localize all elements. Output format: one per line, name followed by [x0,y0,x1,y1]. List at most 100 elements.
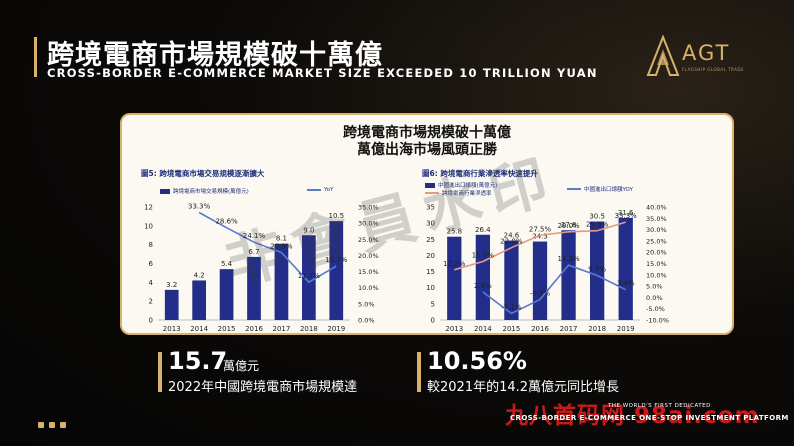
chart2-bar-label: 24.6 [504,232,520,240]
chart2-line-label: -7.1% [501,303,522,311]
chart1-line-label: 24.1% [243,232,266,240]
chart2-left-tick: 0 [431,317,435,325]
chart2-x-tick: 2018 [588,325,606,333]
chart1-line-label: 16.7% [325,256,348,264]
chart1-x-tick: 2016 [245,325,263,333]
chart2-line-label: 12.2% [443,260,466,268]
chart2-right-tick: 5.0% [646,283,663,291]
chart1-right-tick: 20.0% [358,252,379,260]
chart2-x-tick: 2019 [617,325,635,333]
chart2-line-label: 3.4% [617,280,635,288]
stat1-description: 2022年中國跨境電商市場規模達 [168,380,358,395]
stat1-unit: 萬億元 [223,359,260,373]
chart2-x-tick: 2014 [474,325,492,333]
chart2-bar [561,230,576,320]
legend-label: YoY [324,187,334,193]
chart2-line-label: 22.0% [500,238,523,246]
chart1-left-tick: 0 [149,317,153,325]
chart2-line-label: 33.3% [615,212,638,220]
chart2-line-label: 27.5% [529,225,552,233]
chart1-svg: 0 2 4 6 8 10 12 0.0% 5.0% 10.0% 15.0% 20.0% 25.0% 30.… [144,202,669,333]
chart1-x-tick: 2019 [327,325,345,333]
chart1-title: 圖5: 跨境電商市場交易規模逐漸擴大 [141,169,265,178]
chart2-bar-label: 30.5 [589,213,605,221]
chart1-line-label: 20.9% [270,243,293,251]
chart1-right-tick: 30.0% [358,220,379,228]
chart2-line-label: 29.5% [586,221,609,229]
chart2-line-label: 2.4% [474,282,492,290]
stat2-value: 10.56% [427,347,527,375]
chart1-bar [329,221,344,320]
chart2-line-label: 29.0% [557,222,580,230]
page-subtitle: CROSS-BORDER E-COMMERCE MARKET SIZE EXCE… [47,66,598,80]
chart2-bar-label: 24.3 [532,233,548,241]
chart2-left-tick: 30 [426,220,435,228]
chart1-left-tick: 6 [149,260,154,268]
chart1-x-tick: 2013 [163,325,181,333]
legend-line [425,192,439,194]
chart2-line-label: 9.7% [588,265,606,273]
chart2-right-tick: 35.0% [646,215,667,223]
logo-subtext: FLAGSHIP GLOBAL TRADE [682,67,745,72]
legend-label: 中國進出口總額(萬億元) [438,183,498,189]
chart2-bar [590,221,605,320]
legend-label: 跨境電商行業滲透率 [442,191,492,197]
footer-tagline: THE WORLD'S FIRST DEDICATED [608,403,711,409]
chart1-x-tick: 2014 [190,325,208,333]
legend-line [307,189,321,191]
chart2-right-tick: 10.0% [646,271,667,279]
chart2-left-tick: 20 [426,252,435,260]
chart2-line-label: -0.9% [530,289,551,297]
chart1-right-tick: 25.0% [358,236,379,244]
panel-subheading: 萬億出海市場風頭正勝 [357,142,497,158]
chart1-bar-label: 10.5 [328,212,344,220]
chart1-legend-bar: 跨境電商市場交易規模(萬億元) [160,187,249,195]
chart2-bar [475,234,490,320]
chart2-series-line [482,264,627,315]
chart1-right-tick: 15.0% [358,268,379,276]
legend-swatch [160,188,170,194]
chart2-right-tick: 0.0% [646,294,663,302]
panel-heading: 跨境電商市場規模破十萬億 [343,125,511,141]
chart1-legend-line: YoY [307,187,333,193]
chart1-x-tick: 2018 [300,325,318,333]
chart2-right-tick: 15.0% [646,260,667,268]
legend-swatch [425,182,435,188]
chart2-legend-line: 中國進出口總額YOY [567,185,633,193]
chart2-left-tick: 5 [431,300,435,308]
chart1-line-label: 28.6% [215,218,238,226]
chart1-bar [302,235,316,320]
chart2-right-tick: 40.0% [646,204,667,212]
logo-text: AGT [682,41,731,65]
chart1-bar [192,280,206,320]
chart1-left-tick: 4 [149,279,154,287]
chart2-bar-label: 31.6 [618,209,634,217]
chart2-legend-bar: 中國進出口總額(萬億元) [425,181,497,189]
chart1-bar [164,289,179,320]
chart1-bar-label: 5.4 [221,260,233,268]
chart1-right-tick: 10.0% [358,284,379,292]
chart1-left-tick: 2 [149,298,153,306]
chart1-bar-label: 8.1 [276,235,287,243]
chart2-legend-red: 跨境電商行業滲透率 [425,189,492,197]
chart1-bar-label: 3.2 [166,281,177,289]
chart2-x-tick: 2013 [445,325,463,333]
footer-dot [60,422,66,428]
chart2-x-tick: 2015 [503,325,521,333]
stat1-value: 15.7 [168,347,228,375]
legend-label: 跨境電商市場交易規模(萬億元) [173,189,249,195]
chart2-left-tick: 35 [426,204,435,212]
chart1-bar [247,256,261,320]
chart2-left-tick: 15 [426,268,435,276]
footer-dot [38,422,44,428]
agt-logo: AGT FLAGSHIP GLOBAL TRADE [646,34,786,83]
chart1-line-label: 11.7% [298,272,321,280]
chart2-right-tick: 20.0% [646,249,667,257]
legend-label: 中國進出口總額YOY [584,187,633,193]
chart2-right-tick: -5.0% [646,305,665,313]
chart1-left-tick: 10 [144,222,153,230]
chart1-series-line [198,211,337,284]
chart1-bar-label: 6.7 [248,248,259,256]
chart2-bar [618,217,633,320]
chart2-bar-label: 26.4 [475,226,491,234]
